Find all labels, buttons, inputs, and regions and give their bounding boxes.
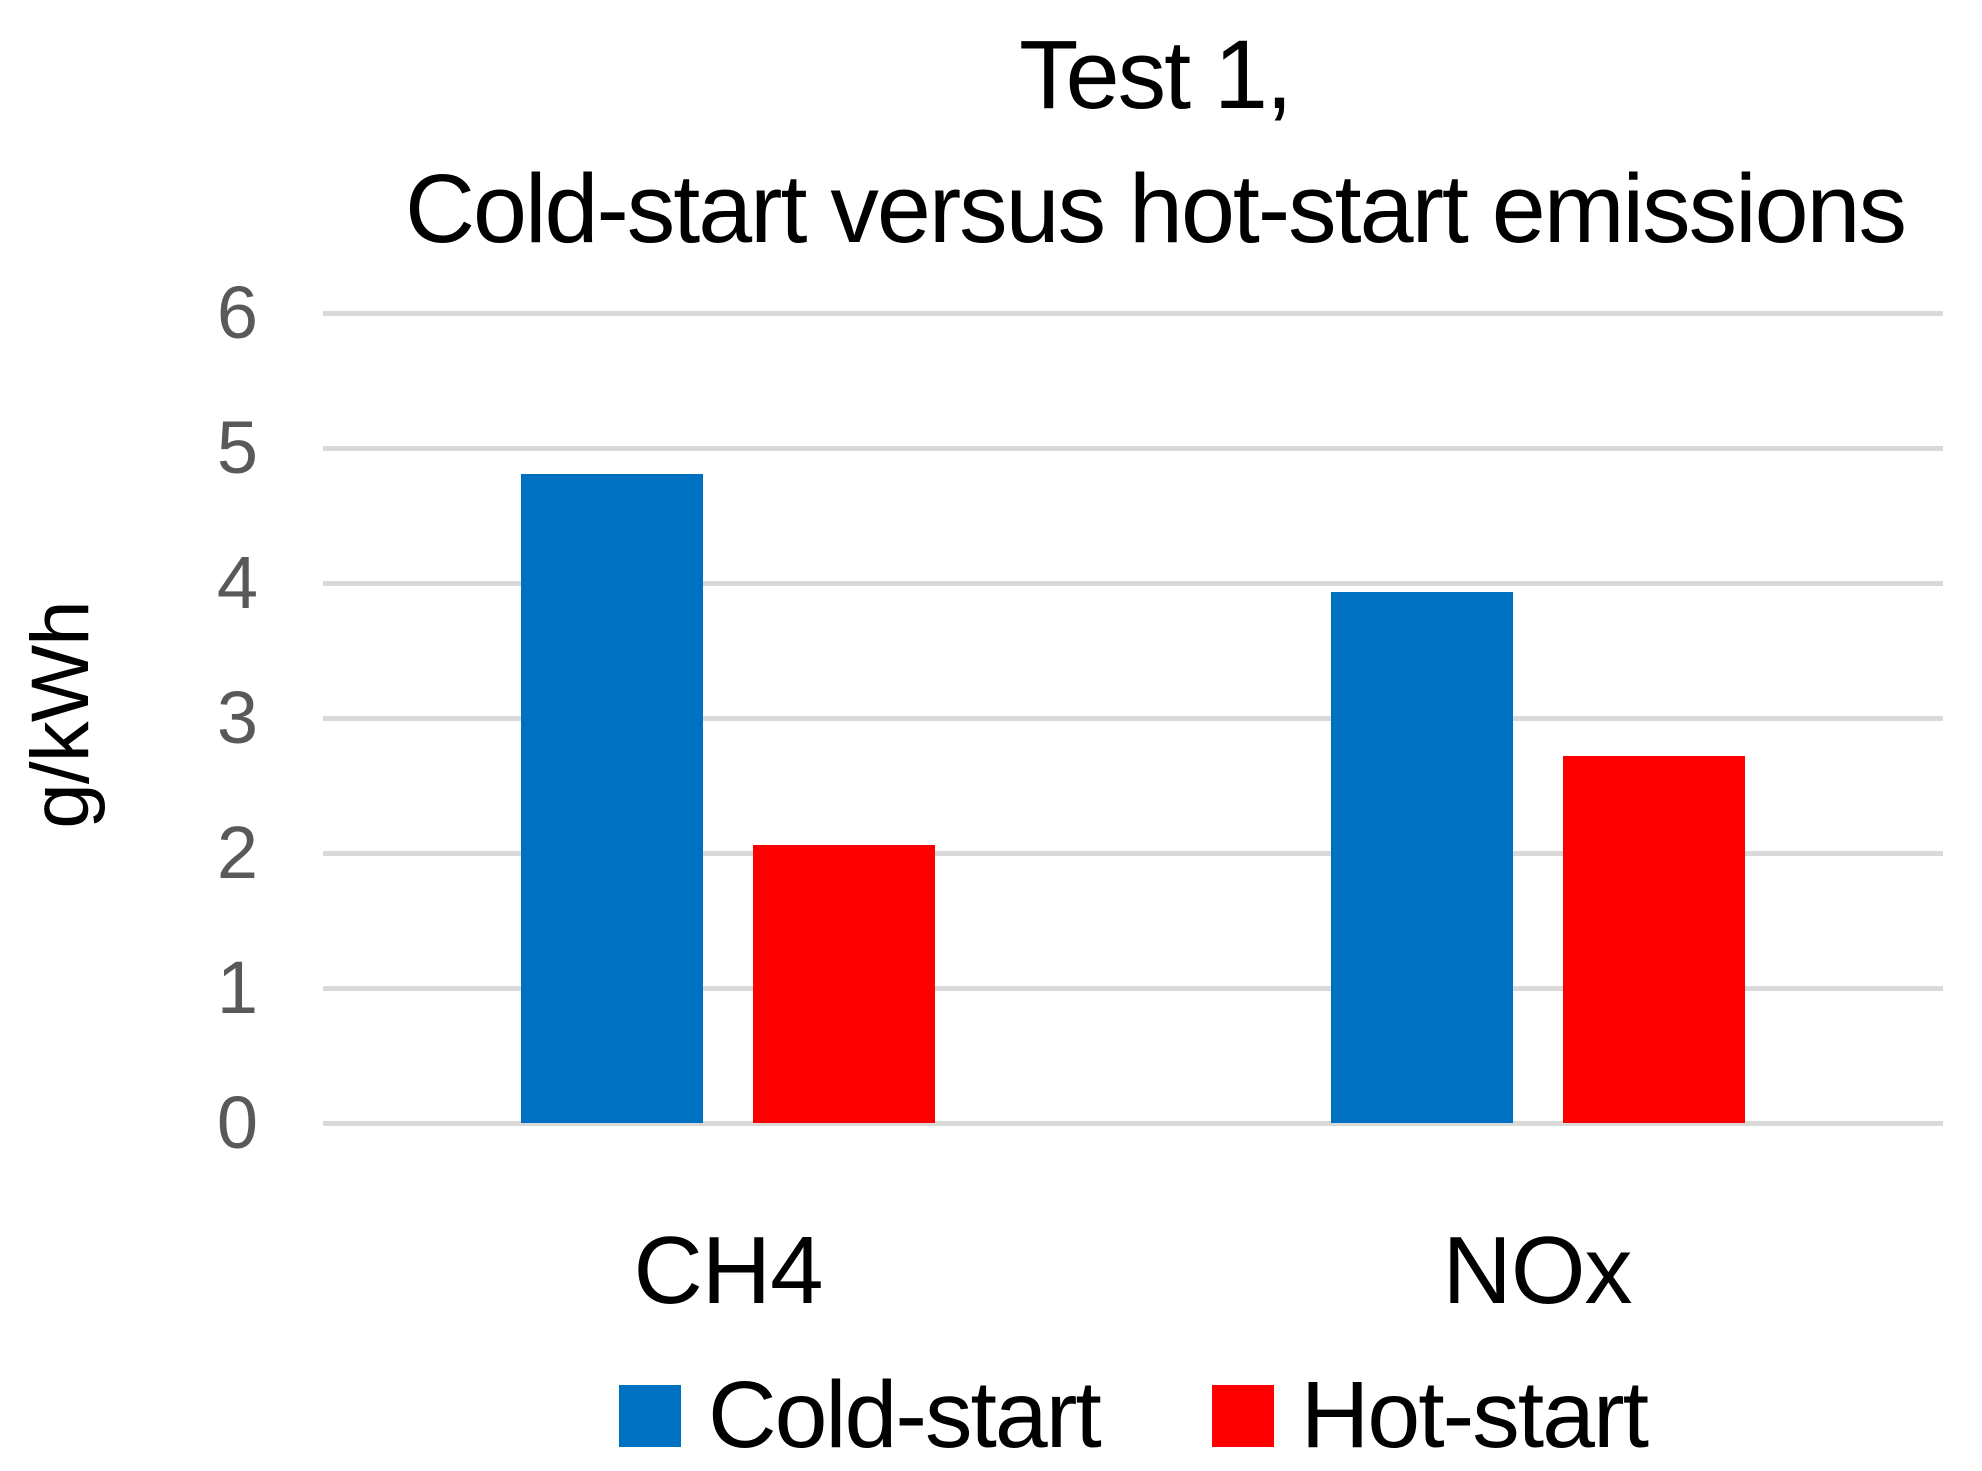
bar-nox-cold-start bbox=[1331, 592, 1513, 1123]
y-tick-label-3: 3 bbox=[216, 676, 258, 759]
legend-label-hot-start: Hot-start bbox=[1300, 1362, 1649, 1468]
chart-title-line-1: Test 1, bbox=[1019, 20, 1293, 129]
gridline-y-5 bbox=[323, 446, 1943, 451]
gridline-y-2 bbox=[323, 851, 1943, 856]
gridline-y-6 bbox=[323, 311, 1943, 316]
y-tick-label-6: 6 bbox=[216, 271, 258, 354]
legend: Cold-start Hot-start bbox=[323, 1368, 1943, 1463]
gridline-y-4 bbox=[323, 581, 1943, 586]
y-tick-label-5: 5 bbox=[216, 406, 258, 489]
y-tick-label-4: 4 bbox=[216, 541, 258, 624]
bar-ch4-cold-start bbox=[521, 474, 703, 1123]
bar-ch4-hot-start bbox=[753, 845, 935, 1123]
plot-area bbox=[323, 311, 1943, 1126]
bar-nox-hot-start bbox=[1563, 756, 1745, 1123]
y-tick-label-2: 2 bbox=[216, 811, 258, 894]
legend-label-cold-start: Cold-start bbox=[707, 1362, 1102, 1468]
y-tick-label-0: 0 bbox=[216, 1081, 258, 1164]
chart-title-line-2: Cold-start versus hot-start emissions bbox=[404, 153, 1907, 263]
chart-title: Test 1, Cold-start versus hot-start emis… bbox=[340, 8, 1970, 276]
legend-item-cold-start: Cold-start bbox=[618, 1362, 1102, 1468]
gridline-y-1 bbox=[323, 986, 1943, 991]
legend-swatch-hot-start-icon bbox=[1211, 1384, 1274, 1447]
gridline-y-3 bbox=[323, 716, 1943, 721]
category-label-nox: NOx bbox=[1442, 1217, 1633, 1324]
legend-swatch-cold-start-icon bbox=[618, 1384, 681, 1447]
y-tick-label-1: 1 bbox=[216, 946, 258, 1029]
gridline-y-0 bbox=[323, 1121, 1943, 1126]
legend-item-hot-start: Hot-start bbox=[1211, 1362, 1649, 1468]
category-label-ch4: CH4 bbox=[633, 1217, 823, 1324]
y-axis-label: g/kWh bbox=[15, 601, 106, 829]
